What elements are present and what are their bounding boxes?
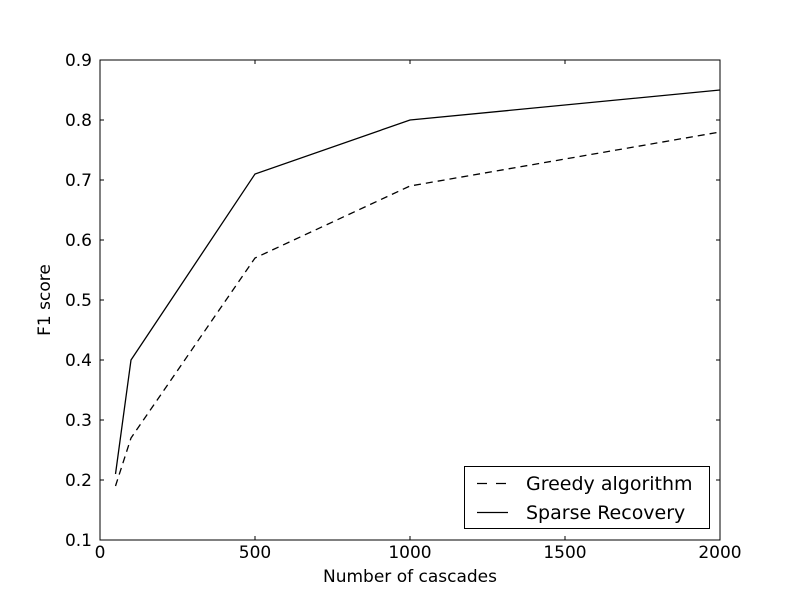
y-tick-label: 0.1: [65, 531, 92, 551]
y-tick-label: 0.8: [65, 111, 92, 131]
y-tick-label: 0.3: [65, 411, 92, 431]
x-axis-label: Number of cascades: [323, 567, 497, 587]
y-tick-label: 0.7: [65, 171, 92, 191]
y-tick-label: 0.5: [65, 291, 92, 311]
axes-frame: [99, 59, 721, 541]
series-lines: [114, 89, 721, 487]
legend-frame: [464, 466, 710, 529]
x-tick-label: 500: [239, 543, 271, 563]
y-tick-label: 0.2: [65, 471, 92, 491]
greedy-algorithm-line: [114, 131, 721, 487]
sparse-recovery-line: [114, 89, 721, 475]
x-tick-label: 1500: [543, 543, 586, 563]
legend-label-sparse: Sparse Recovery: [526, 502, 685, 524]
x-tick-label: 1000: [388, 543, 431, 563]
y-axis-label: F1 score: [35, 264, 55, 336]
legend: Greedy algorithm Sparse Recovery: [464, 466, 710, 529]
plot-area: [100, 60, 720, 540]
axis-ticks: 0 500 1000 1500 2000 0.1 0.2 0.3 0.4 0.5 0.6 0.7 0.8…: [65, 51, 742, 563]
y-tick-label: 0.6: [65, 231, 92, 251]
y-tick-label: 0.4: [65, 351, 92, 371]
x-tick-label: 2000: [698, 543, 741, 563]
legend-label-greedy: Greedy algorithm: [526, 473, 693, 495]
x-tick-label: 0: [95, 543, 106, 563]
y-tick-label: 0.9: [65, 51, 92, 71]
